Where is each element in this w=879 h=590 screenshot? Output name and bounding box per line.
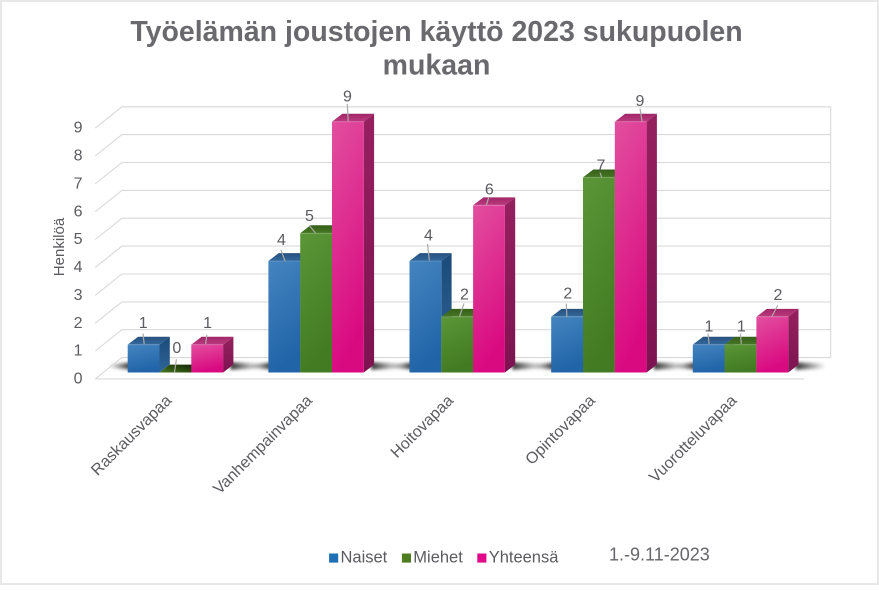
svg-text:9: 9 bbox=[635, 93, 644, 110]
svg-text:3: 3 bbox=[74, 287, 83, 304]
svg-text:1: 1 bbox=[705, 318, 714, 335]
svg-text:7: 7 bbox=[597, 158, 606, 175]
svg-text:1.-9.11-2023: 1.-9.11-2023 bbox=[609, 545, 710, 565]
svg-text:5: 5 bbox=[74, 231, 83, 248]
svg-text:6: 6 bbox=[74, 203, 83, 220]
svg-text:1: 1 bbox=[74, 343, 83, 360]
svg-text:4: 4 bbox=[74, 259, 83, 276]
svg-text:1: 1 bbox=[203, 315, 212, 332]
svg-text:Yhteensä: Yhteensä bbox=[489, 549, 560, 567]
svg-text:4: 4 bbox=[277, 232, 286, 249]
svg-text:Henkilöä: Henkilöä bbox=[51, 217, 68, 276]
svg-text:0: 0 bbox=[172, 340, 181, 357]
svg-text:9: 9 bbox=[343, 89, 352, 106]
svg-text:0: 0 bbox=[74, 371, 83, 388]
svg-text:2: 2 bbox=[774, 287, 783, 304]
svg-text:7: 7 bbox=[74, 175, 83, 192]
svg-text:Miehet: Miehet bbox=[413, 549, 463, 567]
svg-text:2: 2 bbox=[563, 286, 572, 303]
svg-text:Työelämän joustojen käyttö 202: Työelämän joustojen käyttö 2023 sukupuol… bbox=[130, 16, 742, 48]
svg-text:mukaan: mukaan bbox=[383, 50, 491, 82]
svg-text:Naiset: Naiset bbox=[341, 549, 388, 567]
svg-text:5: 5 bbox=[305, 208, 314, 225]
svg-text:2: 2 bbox=[460, 287, 469, 304]
svg-text:8: 8 bbox=[74, 148, 83, 165]
svg-text:4: 4 bbox=[424, 228, 433, 245]
svg-text:6: 6 bbox=[485, 181, 494, 198]
svg-text:1: 1 bbox=[737, 318, 746, 335]
svg-text:9: 9 bbox=[74, 120, 83, 137]
svg-text:2: 2 bbox=[74, 315, 83, 332]
svg-text:1: 1 bbox=[139, 315, 148, 332]
